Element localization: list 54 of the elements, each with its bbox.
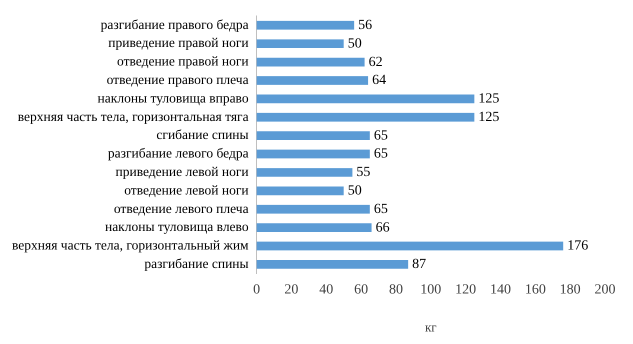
bar bbox=[256, 20, 354, 30]
y-tick-label: отведение правого плеча bbox=[106, 72, 249, 88]
bar bbox=[256, 58, 365, 66]
data-label: 65 bbox=[374, 146, 388, 162]
data-label: 56 bbox=[358, 18, 372, 33]
bar bbox=[256, 204, 370, 214]
y-tick-label: приведение правой ноги bbox=[108, 35, 249, 50]
y-tick-label: разгибание спины bbox=[144, 256, 249, 271]
data-label: 125 bbox=[478, 92, 500, 107]
bar bbox=[256, 39, 344, 48]
data-label: 65 bbox=[374, 128, 388, 144]
y-tick-label: верхняя часть тела, горизонтальная тяга bbox=[18, 108, 249, 124]
data-label: 50 bbox=[348, 184, 362, 199]
bar bbox=[256, 150, 370, 158]
bar bbox=[256, 260, 408, 269]
bar bbox=[256, 168, 352, 177]
data-label: 55 bbox=[356, 165, 370, 180]
data-label: 65 bbox=[374, 202, 388, 217]
y-tick-label: наклоны туловища влево bbox=[104, 219, 249, 234]
y-tick-label: отведение левого плеча bbox=[114, 200, 249, 216]
data-label: 125 bbox=[478, 110, 500, 125]
y-tick-label: отведение левой ноги bbox=[124, 182, 249, 198]
x-tick-label: 140 bbox=[490, 282, 511, 298]
y-tick-label: приведение левой ноги bbox=[116, 164, 249, 179]
y-tick-label: наклоны туловища вправо bbox=[98, 90, 249, 106]
x-axis-title: кг bbox=[424, 320, 437, 335]
x-tick-label: 180 bbox=[560, 282, 581, 298]
x-tick-label: 120 bbox=[455, 282, 476, 298]
x-tick-label: 160 bbox=[524, 282, 546, 298]
x-tick-label: 40 bbox=[319, 282, 334, 298]
data-label: 66 bbox=[376, 220, 390, 236]
data-label: 176 bbox=[567, 238, 588, 254]
bar bbox=[256, 186, 344, 196]
y-tick-label: верхняя часть тела, горизонтальный жим bbox=[12, 238, 250, 253]
bar bbox=[256, 242, 564, 250]
y-tick-label: отведение правой ноги bbox=[117, 54, 249, 69]
y-tick-label: разгибание правого бедра bbox=[100, 16, 249, 32]
x-tick-label: 200 bbox=[594, 282, 616, 298]
data-label: 64 bbox=[372, 73, 386, 88]
data-label: 62 bbox=[368, 54, 383, 70]
x-tick-label: 0 bbox=[253, 282, 260, 298]
y-tick-label: разгибание левого бедра bbox=[108, 146, 249, 161]
x-tick-label: 100 bbox=[420, 282, 442, 298]
data-label: 87 bbox=[412, 257, 426, 272]
bar bbox=[256, 112, 474, 122]
bar bbox=[256, 131, 370, 140]
x-tick-label: 60 bbox=[354, 282, 368, 298]
bar bbox=[256, 223, 372, 232]
x-tick-label: 80 bbox=[388, 282, 403, 298]
data-label: 50 bbox=[348, 36, 362, 52]
x-tick-label: 20 bbox=[284, 282, 298, 298]
bar bbox=[256, 76, 368, 85]
y-tick-label: сгибание спины bbox=[156, 127, 249, 142]
bar bbox=[256, 94, 474, 104]
